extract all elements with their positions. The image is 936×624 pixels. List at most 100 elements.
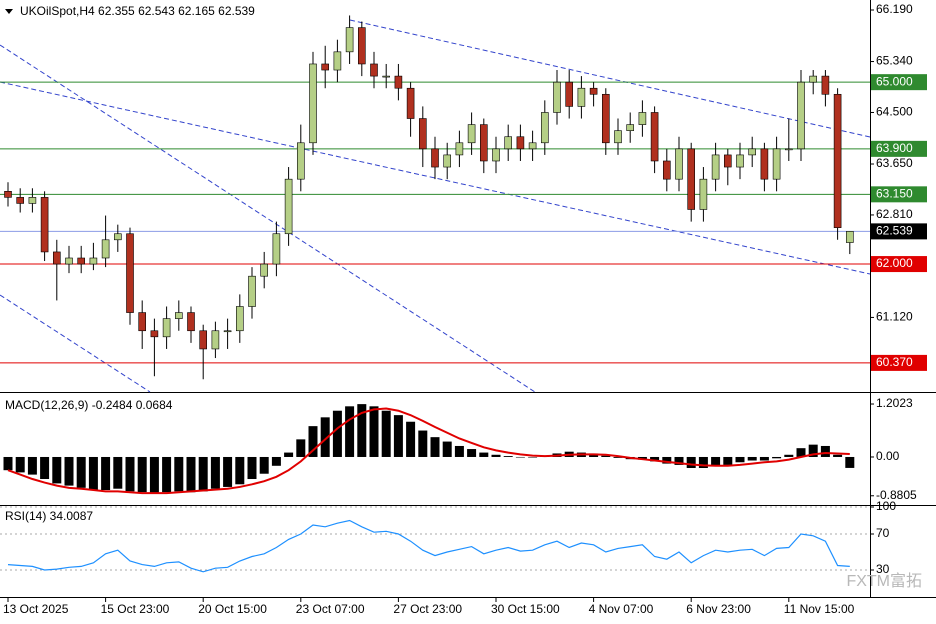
level-label: 63.150 [876, 187, 913, 201]
candle-body [553, 81, 561, 113]
rsi-line [7, 519, 850, 573]
macd-bar [369, 406, 379, 457]
candle-body [650, 112, 659, 162]
macd-bar [3, 456, 13, 471]
macd-bar [64, 456, 74, 486]
macd-bar [784, 454, 794, 457]
macd-bar [296, 439, 306, 457]
macd-bar [601, 455, 611, 457]
x-tick-label: 23 Oct 07:00 [296, 602, 365, 616]
candle-body [260, 263, 269, 277]
macd-bar [308, 426, 318, 457]
trend-line [0, 81, 871, 275]
macd-bar [406, 421, 416, 457]
candle-body [187, 312, 195, 332]
macd-bar [137, 456, 147, 493]
candle-body [565, 81, 574, 107]
candle-body [40, 197, 49, 253]
macd-bar [833, 454, 843, 457]
candle-body [748, 148, 757, 156]
signal-line [7, 407, 850, 495]
macd-bar [820, 445, 830, 457]
candle-body [443, 154, 452, 168]
y-tick-label: 62.810 [876, 207, 913, 221]
candle-body [504, 136, 513, 150]
trend-line [0, 294, 151, 393]
rsi-title: RSI(14) 34.0087 [5, 509, 93, 523]
macd-bar [40, 456, 50, 480]
candle-body [760, 148, 769, 180]
x-tick-label: 30 Oct 15:00 [491, 602, 560, 616]
macd-bar [479, 452, 489, 457]
x-tick-label: 13 Oct 2025 [3, 602, 69, 616]
macd-bar [345, 406, 355, 457]
candle-body [479, 124, 488, 162]
x-tick-label: 6 Nov 23:00 [686, 602, 751, 616]
macd-bar [747, 456, 757, 461]
candle-body [4, 191, 12, 198]
macd-bar [515, 456, 525, 458]
macd-bar [686, 456, 696, 468]
macd-bar [15, 456, 25, 473]
y-tick-label: 1.2023 [876, 396, 913, 410]
candle-body [370, 63, 378, 77]
watermark: FXTM富拓 [846, 572, 922, 590]
candle-body [65, 257, 73, 265]
level-box [871, 140, 927, 157]
trend-line [349, 19, 871, 138]
level-box [871, 354, 927, 371]
macd-bar [698, 456, 708, 468]
y-tick-label: -0.8805 [876, 488, 917, 502]
trend-lines [0, 19, 871, 393]
macd-bar [674, 456, 684, 465]
macd-bar [186, 456, 196, 493]
macd-bar [247, 456, 257, 480]
macd-title: MACD(12,26,9) -0.2484 0.0684 [5, 398, 173, 412]
macd-bar [454, 445, 464, 457]
y-tick-label: 65.340 [876, 54, 913, 68]
candle-body [455, 142, 464, 156]
macd-bar [723, 456, 733, 465]
candle-body [248, 275, 256, 307]
macd-bar [442, 441, 452, 457]
macd-bar [418, 430, 428, 457]
y-tick-label: 61.120 [876, 310, 913, 324]
y-tick-label: 64.500 [876, 105, 913, 119]
candle-body [833, 93, 842, 228]
macd-bar [125, 456, 135, 492]
macd-bar [503, 456, 513, 457]
x-tick-label: 15 Oct 23:00 [101, 602, 170, 616]
macd-bar [27, 456, 37, 475]
candle-body [687, 148, 696, 210]
candle-body [52, 251, 61, 265]
macd-bar [845, 456, 855, 468]
candle-body [772, 148, 781, 180]
candle-body [809, 75, 818, 83]
macd-bar [271, 456, 281, 466]
candle-body [162, 318, 171, 338]
candle-body [199, 330, 207, 350]
candle-body [723, 154, 732, 168]
candle-body [589, 87, 598, 95]
candle-body [418, 118, 427, 150]
level-label: 62.000 [876, 256, 913, 270]
macd-bar [613, 456, 623, 458]
candle-body [211, 330, 220, 350]
macd-bar [662, 456, 672, 464]
candle-body [357, 27, 366, 65]
candle-body [784, 148, 793, 151]
y-tick-label: 70 [876, 526, 890, 540]
y-tick-label: 0.00 [876, 449, 900, 463]
level-label: 62.539 [876, 224, 913, 238]
macd-bar [259, 456, 269, 474]
candle-body [845, 231, 854, 243]
candle-body [382, 75, 391, 78]
candle-body [114, 233, 122, 241]
candle-body [101, 239, 110, 259]
macd-bar [772, 456, 782, 459]
candle-body [711, 154, 720, 180]
macd-bar [650, 456, 660, 462]
candle-body [284, 178, 293, 235]
